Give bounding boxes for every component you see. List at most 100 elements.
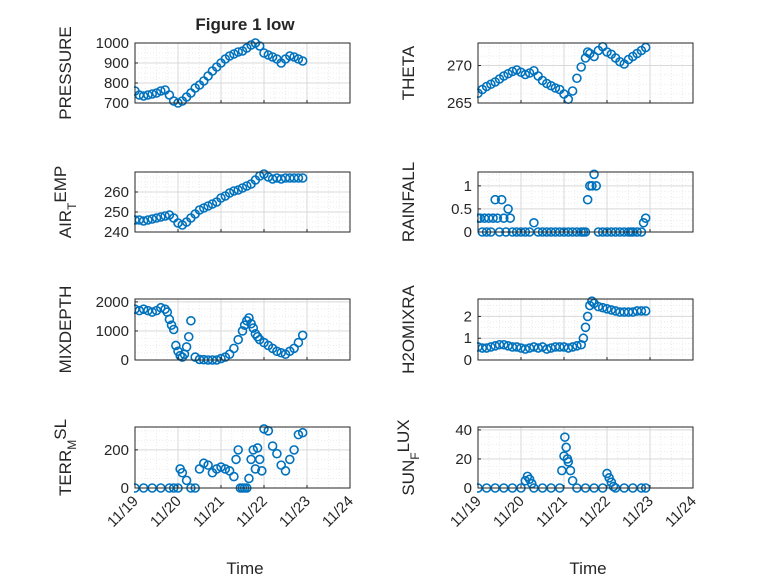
chart-rainfall-ylabel: RAINFALL (399, 162, 418, 242)
subplot-mixdepth: 0 1000 2000 MIXDEPTH (56, 286, 351, 374)
chart-rainfall-point (505, 213, 516, 223)
chart-terr_msl-ytick-label: 0 (121, 480, 129, 497)
chart-rainfall-point (503, 204, 513, 214)
chart-terr_msl-point (267, 441, 278, 451)
chart-rainfall-point (591, 181, 602, 191)
chart-pressure-axes-box (134, 42, 351, 104)
chart-pressure-ylabel: PRESSURE (56, 26, 75, 120)
subplot-sun-flux: 0 20 40 11/19 11/20 11/21 11/22 11/23 11/24 SUNFL… (394, 419, 700, 530)
chart-mixdepth-point (244, 313, 254, 323)
chart-terr_msl-point (229, 471, 239, 482)
chart-h2omixra-point (567, 342, 578, 352)
chart-h2omixra-point (511, 342, 522, 352)
x-axis-label-right: Time (569, 559, 606, 578)
chart-mixdepth-point (237, 326, 248, 336)
chart-air_temp-point (293, 173, 304, 183)
chart-h2omixra-point (563, 343, 574, 353)
chart-pressure-point (156, 86, 166, 96)
chart-sun_flux-ytick-label: 0 (464, 480, 472, 497)
subplot-air-temp: 240 250 260 AIRTEMP (51, 166, 351, 241)
chart-theta-point (520, 69, 531, 80)
chart-pressure-point (138, 91, 149, 101)
chart-terr_msl-xtick-label: 11/24 (319, 493, 357, 531)
chart-h2omixra-point (640, 306, 651, 316)
chart-mixdepth-point (293, 337, 304, 348)
chart-rainfall-point (582, 194, 593, 205)
chart-sun_flux-ytick-label: 40 (455, 422, 472, 439)
chart-rainfall-point (490, 194, 501, 205)
chart-air_temp-ylabel: AIRTEMP (51, 166, 79, 239)
chart-rainfall-point (587, 181, 597, 191)
chart-sun_flux-xtick-label: 11/21 (533, 493, 571, 531)
chart-mixdepth-point (276, 347, 287, 358)
chart-mixdepth-point (164, 314, 175, 325)
figure-title: Figure 1 low (195, 15, 295, 34)
chart-terr_msl-point (280, 466, 291, 476)
chart-h2omixra-point (587, 296, 597, 306)
chart-air_temp-ytick-label: 240 (104, 224, 129, 241)
chart-h2omixra-point (636, 306, 647, 316)
chart-rainfall-ytick-label: 0 (464, 224, 472, 241)
chart-terr_msl-point (250, 464, 261, 474)
chart-sun_flux-point (561, 442, 571, 453)
chart-rainfall-point (496, 194, 507, 205)
chart-theta-point (550, 83, 561, 93)
chart-mixdepth-point (248, 323, 259, 333)
chart-h2omixra-point (582, 311, 593, 322)
chart-rainfall-point (498, 213, 509, 223)
chart-terr_msl-point (284, 454, 295, 465)
chart-terr_msl-ylabel: TERRMSL (51, 419, 79, 496)
chart-terr_msl-xtick-label: 11/22 (233, 493, 271, 531)
chart-h2omixra-point (602, 304, 612, 314)
chart-h2omixra-ytick-label: 2 (464, 308, 472, 325)
chart-terr_msl-points (134, 424, 308, 493)
chart-mixdepth-ylabel: MIXDEPTH (56, 286, 75, 374)
subplot-pressure: 700 800 900 1000 PRESSURE (56, 26, 351, 120)
chart-pressure-ytick-label: 700 (104, 95, 129, 112)
chart-sun_flux-point (565, 465, 576, 476)
chart-h2omixra-axes-box (477, 298, 694, 361)
chart-mixdepth-point (216, 353, 226, 364)
chart-theta-point (572, 73, 582, 84)
chart-h2omixra-point (593, 301, 604, 312)
chart-mixdepth-ytick-label: 1000 (96, 323, 129, 340)
chart-h2omixra-point (576, 339, 587, 350)
chart-pressure-ytick-label: 800 (104, 75, 129, 92)
chart-sun_flux-xtick-label: 11/23 (619, 493, 657, 531)
chart-rainfall-point (529, 217, 539, 228)
chart-rainfall-point (638, 217, 649, 228)
chart-pressure-point (143, 90, 153, 100)
chart-h2omixra-point (580, 322, 591, 333)
chart-mixdepth-point (156, 302, 166, 313)
chart-rainfall-axes-box (477, 171, 694, 233)
chart-rainfall-point (640, 213, 651, 223)
chart-terr_msl-point (272, 448, 282, 459)
chart-sun_flux-axes-box (477, 426, 694, 489)
chart-terr_msl-point (252, 443, 263, 453)
chart-terr_msl-point (233, 445, 243, 455)
chart-h2omixra-point (541, 344, 552, 354)
chart-air_temp-point (160, 211, 170, 221)
chart-air_temp-point (138, 216, 149, 226)
chart-air_temp-ytick-label: 260 (104, 184, 129, 201)
chart-air_temp-point (143, 215, 153, 225)
chart-rainfall-point (589, 169, 599, 180)
chart-pressure-points (134, 38, 308, 108)
chart-theta-ytick-label: 270 (447, 58, 472, 75)
chart-sun_flux-ylabel: SUNFLUX (394, 419, 422, 495)
subplot-theta: 265 270 THETA (399, 41, 694, 112)
chart-pressure-ytick-label: 900 (104, 55, 129, 72)
chart-mixdepth-point (186, 315, 196, 326)
chart-sun_flux-points (477, 432, 651, 493)
chart-terr_msl-point (244, 473, 254, 484)
chart-theta-ylabel: THETA (399, 45, 418, 100)
chart-mixdepth-ytick-label: 0 (121, 352, 129, 369)
chart-pressure-point (284, 51, 295, 61)
chart-rainfall-ytick-label: 1 (464, 178, 472, 195)
chart-rainfall-points (477, 169, 651, 237)
chart-sun_flux-point (557, 465, 567, 476)
chart-pressure-point (254, 41, 265, 51)
chart-mixdepth-point (233, 334, 243, 345)
